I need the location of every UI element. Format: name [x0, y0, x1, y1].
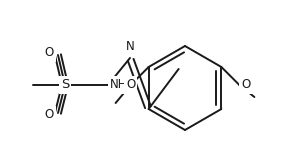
- Text: O: O: [45, 46, 54, 59]
- Text: O: O: [126, 79, 135, 92]
- Text: O: O: [45, 109, 54, 122]
- Text: O: O: [241, 79, 250, 92]
- Text: N: N: [126, 40, 134, 53]
- Text: NH: NH: [110, 79, 128, 92]
- Text: S: S: [61, 79, 69, 92]
